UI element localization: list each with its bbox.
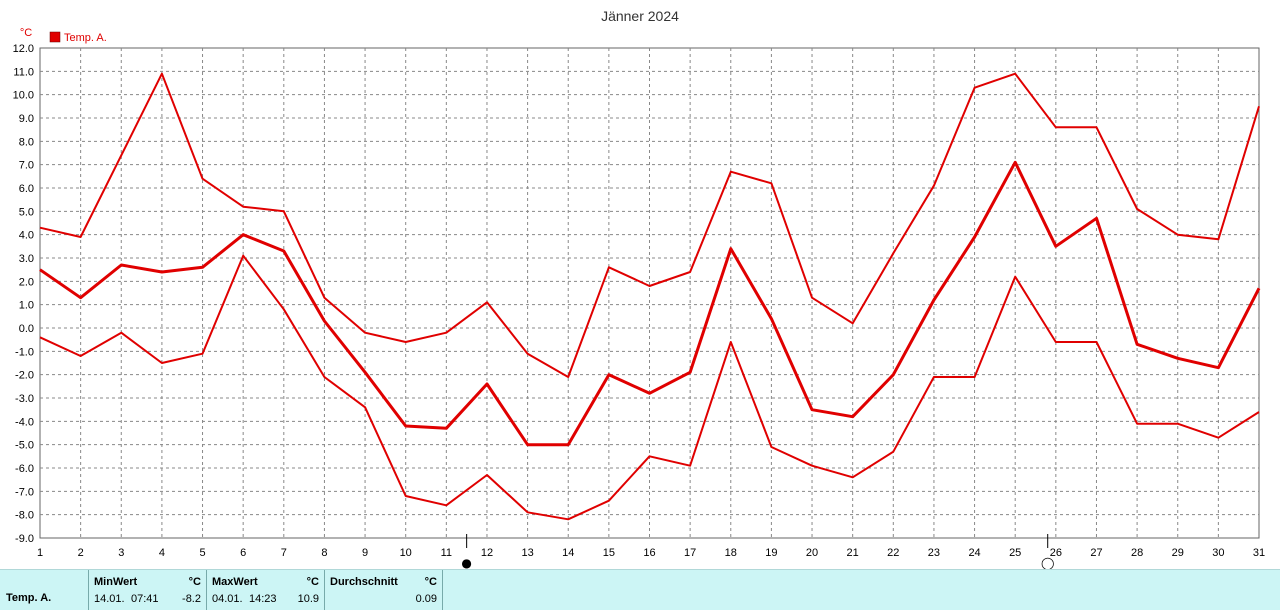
x-tick-label: 10 (400, 547, 412, 559)
avg-stat-cell: Durchschnitt °C 0.09 (324, 570, 443, 610)
stats-row-label: Temp. A. (6, 592, 52, 604)
y-tick-label: 2.0 (19, 276, 34, 288)
y-tick-label: 5.0 (19, 206, 34, 218)
max-time: 14:23 (249, 593, 277, 605)
legend-label: Temp. A. (64, 32, 107, 44)
y-axis-unit: °C (20, 27, 32, 39)
y-tick-label: 3.0 (19, 253, 34, 265)
y-tick-label: 4.0 (19, 230, 34, 242)
min-header: MinWert (94, 576, 138, 588)
x-tick-label: 13 (521, 547, 533, 559)
x-tick-label: 8 (321, 547, 327, 559)
x-tick-label: 25 (1009, 547, 1021, 559)
y-tick-label: -2.0 (15, 370, 34, 382)
y-tick-label: 7.0 (19, 160, 34, 172)
x-tick-label: 4 (159, 547, 165, 559)
x-tick-label: 1 (37, 547, 43, 559)
x-tick-label: 17 (684, 547, 696, 559)
y-tick-label: -3.0 (15, 393, 34, 405)
min-stat-cell: MinWert °C 14.01. 07:41 -8.2 (88, 570, 207, 610)
y-tick-label: 8.0 (19, 136, 34, 148)
x-tick-label: 2 (78, 547, 84, 559)
series-line-max (39, 72, 1260, 378)
x-tick-label: 28 (1131, 547, 1143, 559)
series-line-min (39, 254, 1260, 521)
y-tick-label: 10.0 (13, 90, 34, 102)
y-tick-label: 1.0 (19, 300, 34, 312)
y-tick-label: -7.0 (15, 486, 34, 498)
avg-unit: °C (424, 576, 437, 588)
x-tick-label: 27 (1090, 547, 1102, 559)
max-stat-cell: MaxWert °C 04.01. 14:23 10.9 (206, 570, 325, 610)
x-tick-label: 6 (240, 547, 246, 559)
x-tick-label: 12 (481, 547, 493, 559)
moon-marker: ◯ (1041, 556, 1054, 569)
temperature-chart: Jänner 2024 °C Temp. A. -9.0 -8.0 -7.0 -6.0 -5.… (13, 8, 1266, 569)
x-tick-label: 9 (362, 547, 368, 559)
legend-swatch (49, 31, 61, 43)
x-tick-label: 18 (725, 547, 737, 559)
stats-panel: Temp. A. MinWert °C 14.01. 07:41 -8.2 Ma… (0, 569, 1280, 610)
y-tick-label: -1.0 (15, 346, 34, 358)
x-tick-label: 24 (968, 547, 980, 559)
x-tick-label: 26 (1050, 547, 1062, 559)
min-value: -8.2 (182, 593, 201, 605)
x-tick-label: 11 (441, 547, 452, 559)
x-tick-label: 30 (1212, 547, 1224, 559)
x-tick-label: 29 (1172, 547, 1184, 559)
stats-divider (442, 570, 443, 610)
x-tick-label: 22 (887, 547, 899, 559)
x-tick-label: 7 (281, 547, 287, 559)
y-tick-label: 12.0 (13, 43, 34, 55)
min-date: 14.01. (94, 593, 125, 605)
x-tick-label: 15 (603, 547, 615, 559)
y-tick-label: -6.0 (15, 463, 34, 475)
x-tick-label: 16 (643, 547, 655, 559)
x-tick-label: 19 (765, 547, 777, 559)
y-tick-label: -8.0 (15, 510, 34, 522)
y-tick-label: -5.0 (15, 440, 34, 452)
x-tick-label: 14 (562, 547, 574, 559)
x-tick-label: 23 (928, 547, 940, 559)
y-tick-label: 11.0 (13, 66, 34, 78)
y-tick-label: 0.0 (19, 323, 34, 335)
min-time: 07:41 (131, 593, 159, 605)
x-tick-label: 3 (118, 547, 124, 559)
min-unit: °C (188, 576, 201, 588)
y-tick-label: -4.0 (15, 416, 34, 428)
avg-value: 0.09 (415, 593, 437, 605)
y-tick-label: -9.0 (15, 533, 34, 545)
x-tick-label: 5 (199, 547, 205, 559)
moon-marker: ● (461, 556, 471, 569)
max-date: 04.01. (212, 593, 243, 605)
x-tick-label: 21 (847, 547, 859, 559)
chart-title: Jänner 2024 (601, 8, 679, 24)
max-unit: °C (306, 576, 319, 588)
x-tick-label: 20 (806, 547, 818, 559)
series-line-mean (39, 160, 1261, 447)
max-header: MaxWert (212, 576, 258, 588)
y-tick-label: 6.0 (19, 183, 34, 195)
max-value: 10.9 (297, 593, 319, 605)
y-tick-label: 9.0 (19, 113, 34, 125)
avg-header: Durchschnitt (330, 576, 398, 588)
x-tick-label: 31 (1253, 547, 1265, 559)
